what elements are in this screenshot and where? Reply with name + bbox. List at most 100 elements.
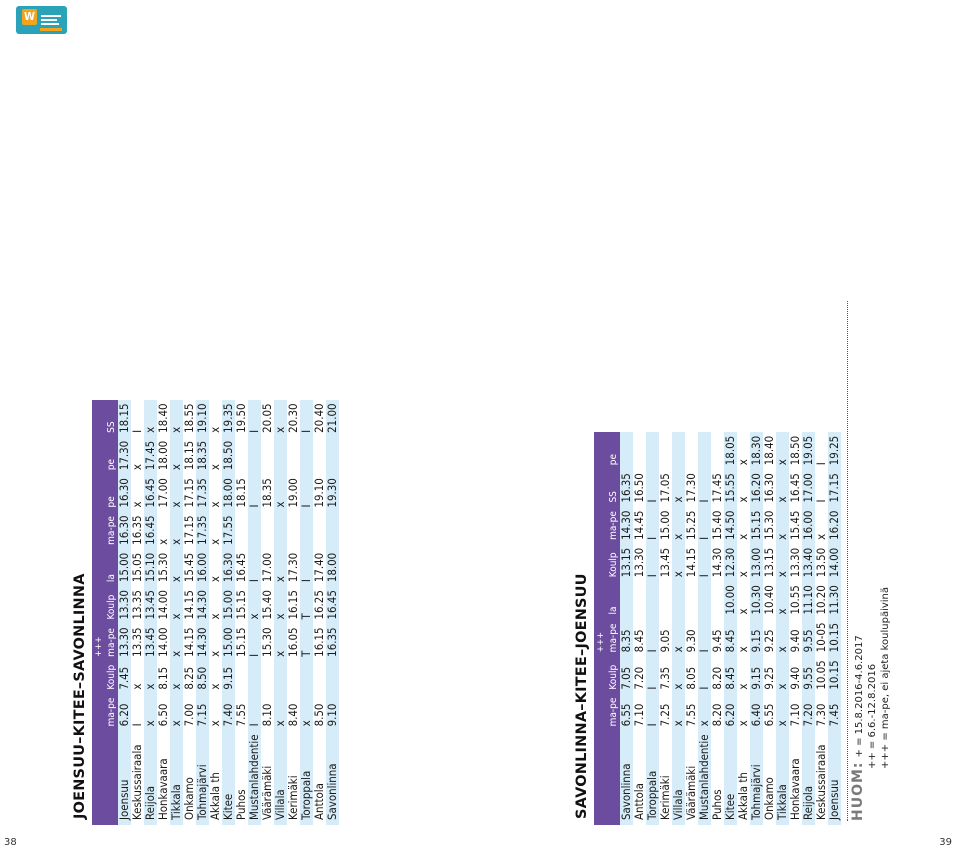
column-header: Koulp	[104, 660, 118, 694]
departure-time	[248, 511, 261, 549]
departure-time: 7.45	[827, 693, 841, 731]
column-header: SS	[104, 399, 118, 437]
departure-time	[685, 431, 698, 470]
table-row: Savonlinna 9.10 16.35 16.45 18.00 19.30 21.00	[325, 399, 339, 825]
column-note: +++	[92, 623, 104, 661]
departure-time	[633, 431, 646, 470]
departure-time	[659, 431, 672, 470]
departure-time	[248, 660, 261, 694]
departure-time	[235, 511, 248, 549]
departure-time	[313, 436, 326, 475]
logo-mark: W	[22, 9, 37, 25]
column-note	[92, 660, 104, 694]
header-row: ma-pe Koulp ma-pe Koulp la ma-pe pe pe SS	[104, 399, 118, 825]
departure-time	[646, 431, 659, 470]
header-spacer	[92, 730, 104, 825]
column-header: ma-pe	[104, 693, 118, 731]
header-spacer	[606, 730, 620, 825]
column-note	[594, 543, 606, 582]
table-row: Väärämäki 8.10 15.30 15.40 17.00 18.35 20.05	[260, 399, 274, 825]
departure-time	[672, 581, 685, 619]
departure-time	[620, 431, 633, 470]
table-title: SAVONLINNA–KITEE–JOENSUU	[574, 573, 590, 819]
departure-time	[235, 436, 248, 475]
departure-time: 10.15	[827, 656, 841, 694]
departure-time	[646, 581, 659, 619]
column-header: pe	[606, 431, 620, 470]
departure-time: 11.30	[827, 581, 841, 619]
departure-time: 9.10	[325, 693, 339, 731]
page-number-right: 39	[939, 837, 952, 848]
table-row: Kerimäki 7.25 7.35 9.05 13.45 15.00 17.05	[658, 431, 672, 825]
departure-time: 16.35	[325, 623, 339, 661]
departure-time: 14.00	[827, 543, 841, 582]
departure-time: 18.00	[325, 548, 339, 587]
departure-time	[287, 660, 300, 694]
column-note	[92, 586, 104, 624]
departure-time	[326, 660, 339, 694]
column-header: ma-pe	[606, 618, 620, 657]
column-note	[92, 511, 104, 549]
logo-bar	[40, 28, 62, 31]
publisher-logo: W	[16, 6, 67, 34]
logo-line	[41, 19, 57, 21]
departure-time	[235, 660, 248, 694]
header-row-top: +++	[594, 431, 606, 825]
departure-time	[261, 436, 274, 475]
departure-time: 17.15	[827, 469, 841, 507]
column-header: ma-pe	[104, 511, 118, 549]
timetable-savonlinna-joensuu: SAVONLINNA–KITEE–JOENSUU +++ ma-pe Koulp m…	[570, 301, 892, 825]
table-title: JOENSUU–KITEE–SAVONLINNA	[72, 573, 88, 819]
table-row: Kitee 6.20 8.45 8.45 10.00 12.30 14.50 15.55 18.…	[723, 431, 737, 825]
table-row: Anttola 7.10 7.20 8.45 13.30 14.45 16.50	[632, 431, 646, 825]
column-header: SS	[606, 469, 620, 507]
logo-line	[41, 15, 61, 17]
column-header: ma-pe	[606, 693, 620, 731]
column-note	[594, 581, 606, 619]
departure-time	[261, 660, 274, 694]
departure-time	[685, 581, 698, 619]
departure-time: 9.15	[221, 660, 235, 694]
departure-time: 21.00	[325, 399, 339, 437]
note-line: + = 15.8.2016-4.6.2017	[854, 635, 865, 758]
column-note: +++	[594, 618, 606, 657]
column-note	[92, 399, 104, 437]
departure-time: 18.50	[221, 436, 235, 475]
column-note	[594, 693, 606, 731]
departure-time	[326, 436, 339, 475]
header-spacer	[104, 730, 118, 825]
schedule-table: +++ ma-pe Koulp ma-pe la Koulp ma-pe SS pe Savo…	[594, 431, 841, 825]
departure-time	[300, 511, 313, 549]
column-note	[594, 469, 606, 507]
column-header: la	[606, 581, 620, 619]
departure-time	[698, 581, 711, 619]
column-note	[92, 436, 104, 475]
table-row: Joensuu 7.45 10.15 10.15 11.30 14.00 16.20 17.1…	[827, 431, 841, 825]
departure-time	[313, 660, 326, 694]
column-note	[92, 548, 104, 587]
column-note	[92, 693, 104, 731]
header-spacer	[594, 730, 606, 825]
column-header: ma-pe	[104, 623, 118, 661]
departure-time	[620, 581, 633, 619]
departure-time	[633, 581, 646, 619]
column-note	[594, 431, 606, 470]
departure-time	[287, 436, 300, 475]
header-row-top: +++	[92, 399, 104, 825]
stop-name: Joensuu	[827, 730, 841, 825]
header-row: ma-pe Koulp ma-pe la Koulp ma-pe SS pe	[606, 431, 620, 825]
departure-time: 19.25	[827, 431, 841, 470]
departure-time: 16.45	[325, 586, 339, 624]
departure-time	[287, 511, 300, 549]
departure-time	[274, 511, 287, 549]
departure-time	[659, 581, 672, 619]
departure-time: 10.15	[827, 618, 841, 657]
departure-time	[326, 511, 339, 549]
column-header: ma-pe	[606, 506, 620, 544]
column-header: la	[104, 548, 118, 587]
logo-line	[41, 23, 59, 25]
note-line: ++ = 6.6.-12.8.2016	[867, 663, 878, 769]
timetable-joensuu-savonlinna: JOENSUU–KITEE–SAVONLINNA +++ ma-pe Koulp m…	[68, 399, 339, 825]
stop-name: Savonlinna	[325, 730, 339, 825]
table-row: Onkamo 6.55 9.25 9.25 10.40 13.15 15.30 16.30 18…	[762, 431, 776, 825]
